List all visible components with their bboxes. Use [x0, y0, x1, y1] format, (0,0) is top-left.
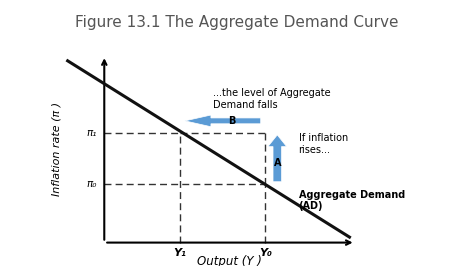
- FancyArrow shape: [268, 135, 287, 182]
- Text: Y₁: Y₁: [173, 248, 187, 259]
- FancyArrow shape: [185, 115, 261, 127]
- Text: Figure 13.1 The Aggregate Demand Curve: Figure 13.1 The Aggregate Demand Curve: [75, 15, 399, 30]
- Text: A: A: [273, 158, 281, 168]
- Text: Y₀: Y₀: [259, 248, 272, 259]
- Text: If inflation
rises...: If inflation rises...: [299, 134, 348, 155]
- Text: π₁: π₁: [87, 128, 97, 138]
- Text: ...the level of Aggregate
Demand falls: ...the level of Aggregate Demand falls: [213, 88, 331, 110]
- Text: B: B: [228, 116, 236, 126]
- Text: Inflation rate (π ): Inflation rate (π ): [52, 102, 62, 196]
- Text: π₀: π₀: [87, 179, 97, 189]
- Text: Aggregate Demand
(AD): Aggregate Demand (AD): [299, 190, 405, 211]
- Text: Output (Y ): Output (Y ): [198, 255, 262, 266]
